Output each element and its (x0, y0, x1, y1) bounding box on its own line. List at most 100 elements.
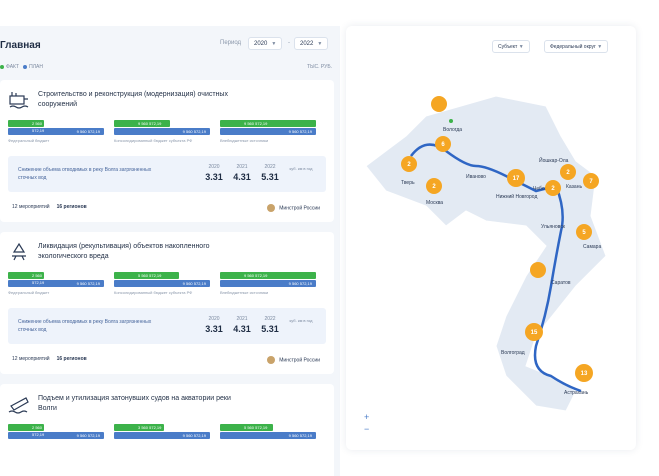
plan-bar: 9 560 572,19 (114, 280, 210, 287)
bar-federal: 2 560 572,19 9 560 572,19 Федеральный бю… (8, 272, 104, 295)
ministry: Минстрой России (267, 356, 320, 364)
city-yoshkar-ola: Йошкар-Ола (539, 156, 569, 164)
marker-count: 2 (407, 162, 411, 168)
regions-count[interactable]: 16 регионов (56, 356, 87, 362)
fact-bar: 9 560 572,19 (114, 120, 170, 127)
zoom-in-button[interactable]: + (364, 412, 370, 422)
map-marker[interactable] (507, 169, 525, 187)
fact-bar: 2 560 572,19 (8, 424, 45, 437)
map-regions (365, 95, 607, 412)
card-remediation[interactable]: Ликвидация (рекультивация) объектов нако… (0, 232, 334, 374)
page-title: Главная (0, 40, 41, 51)
water-treatment-icon (9, 92, 29, 109)
bar-regional: 9 560 572,19 9 560 572,19 Консолидирован… (114, 120, 210, 143)
map-marker[interactable] (560, 164, 576, 180)
district-select[interactable]: Федеральный округ ▼ (544, 40, 609, 53)
card-title: Подъем и утилизация затонувших судов на … (38, 395, 231, 412)
city-nizhny-novgorod: Нижний Новгород (496, 193, 537, 200)
city-tver: Тверь (401, 180, 415, 186)
stat-box: Снижение объема отводимых в реку Волга з… (8, 308, 326, 344)
subject-select[interactable]: Субъект ▼ (492, 40, 530, 53)
bar-caption: Консолидированный бюджет субъекта РФ (114, 290, 193, 295)
ministry-name: Минстрой России (279, 205, 320, 212)
fact-bar: 9 560 572,19 (220, 272, 316, 279)
bar-caption: Консолидированный бюджет субъекта РФ (114, 138, 193, 143)
card-title: Строительство и реконструкция (модерниза… (38, 91, 228, 108)
emblem-icon (267, 356, 276, 364)
fact-bar: 5 560 572,19 (114, 272, 180, 279)
map-marker[interactable] (401, 156, 417, 172)
period-dash: - (288, 40, 290, 46)
card-footer: 12 мероприятий 16 регионов (12, 356, 87, 362)
marker-count: 7 (589, 179, 593, 185)
card-footer: 12 мероприятий 16 регионов (12, 204, 87, 210)
bar-offbudget: 5 560 572,19 9 560 572,19 (220, 424, 316, 439)
stat-year: 2020 (208, 164, 220, 170)
map-marker[interactable] (575, 364, 593, 382)
marker-count: 15 (531, 330, 538, 336)
bar-caption: Федеральный бюджет (8, 138, 50, 143)
map-marker[interactable] (426, 178, 442, 194)
city-kazan: Казань (566, 184, 582, 190)
bar-caption: Внебюджетные источники (220, 290, 269, 295)
district-label: Федеральный округ (550, 44, 596, 50)
unit-label: ТЫС. РУБ. (307, 64, 332, 70)
marker-count: 5 (582, 230, 586, 236)
regions-count[interactable]: 16 регионов (56, 204, 87, 210)
card-sunken-ships[interactable]: Подъем и утилизация затонувших судов на … (0, 384, 334, 476)
plan-bar: 9 560 572,19 (114, 432, 210, 439)
map-marker[interactable] (545, 180, 561, 196)
building-icon[interactable] (530, 262, 546, 278)
chevron-down-icon: ▼ (317, 41, 323, 47)
fact-bar: 9 560 572,19 (220, 120, 316, 127)
marker-count: 2 (551, 186, 555, 192)
map-panel: Субъект ▼ Федеральный округ ▼ Вологда Тв… (346, 26, 636, 450)
marker-count: 2 (566, 170, 570, 176)
stat-year: 2022 (264, 316, 276, 322)
building-icon[interactable] (431, 96, 447, 112)
stat-text: Снижение объема отводимых в реку Волга з… (18, 319, 152, 333)
city-saratov: Саратов (551, 280, 571, 286)
stat-year: 2020 (208, 316, 220, 322)
plan-bar: 9 560 572,19 (220, 280, 316, 287)
city-vologda: Вологда (443, 127, 462, 133)
period-label: Период (220, 40, 242, 46)
ministry: Минстрой России (267, 204, 320, 212)
map-marker[interactable] (525, 323, 543, 341)
recycle-icon (12, 242, 26, 261)
events-count[interactable]: 12 мероприятий (12, 356, 50, 362)
stat-box: Снижение объема отводимых в реку Волга з… (8, 156, 326, 192)
map-marker[interactable] (576, 224, 592, 240)
year-to-value: 2022 (300, 41, 314, 47)
zoom-out-button[interactable]: − (364, 424, 370, 434)
bar-federal: 2 560 572,19 9 560 572,19 (8, 424, 104, 439)
city-samara: Самара (583, 244, 601, 250)
volga-map[interactable]: Вологда Тверь Иваново Москва Нижний Новг… (346, 26, 636, 450)
events-count[interactable]: 12 мероприятий (12, 204, 50, 210)
marker-count: 2 (432, 184, 436, 190)
city-moscow: Москва (426, 200, 443, 206)
year-from-select[interactable]: 2020 ▼ (248, 37, 283, 50)
stat-value: 3.31 (205, 172, 223, 182)
card-title: Ликвидация (рекультивация) объектов нако… (38, 243, 210, 260)
legend-plan: ПЛАН (29, 64, 43, 70)
chevron-down-icon: ▼ (518, 44, 524, 50)
marker-count: 13 (581, 371, 588, 377)
bar-offbudget: 9 560 572,19 9 560 572,19 Внебюджетные и… (220, 272, 316, 295)
plan-bar: 9 560 572,19 (114, 128, 210, 135)
marker-count: 6 (441, 142, 445, 148)
year-to-select[interactable]: 2022 ▼ (294, 37, 329, 50)
stat-year: 2021 (236, 164, 248, 170)
stat-year: 2021 (236, 316, 248, 322)
map-marker[interactable] (583, 173, 599, 189)
bar-regional: 5 560 572,19 9 560 572,19 Консолидирован… (114, 272, 210, 295)
city-ulyanovsk: Ульяновск (541, 224, 566, 230)
bar-federal: 2 560 572,19 9 560 572,19 Федеральный бю… (8, 120, 104, 143)
bar-offbudget: 9 560 572,19 9 560 572,19 Внебюджетные и… (220, 120, 316, 143)
plan-bar: 9 560 572,19 (220, 432, 316, 439)
map-marker[interactable] (435, 136, 451, 152)
card-treatment[interactable]: Строительство и реконструкция (модерниза… (0, 80, 334, 222)
dashboard-panel: Главная Период 2020 ▼ - 2022 ▼ ФАКТ ПЛАН Т… (0, 26, 340, 476)
city-astrakhan: Астрахань (564, 390, 589, 396)
stat-value: 4.31 (233, 324, 251, 334)
